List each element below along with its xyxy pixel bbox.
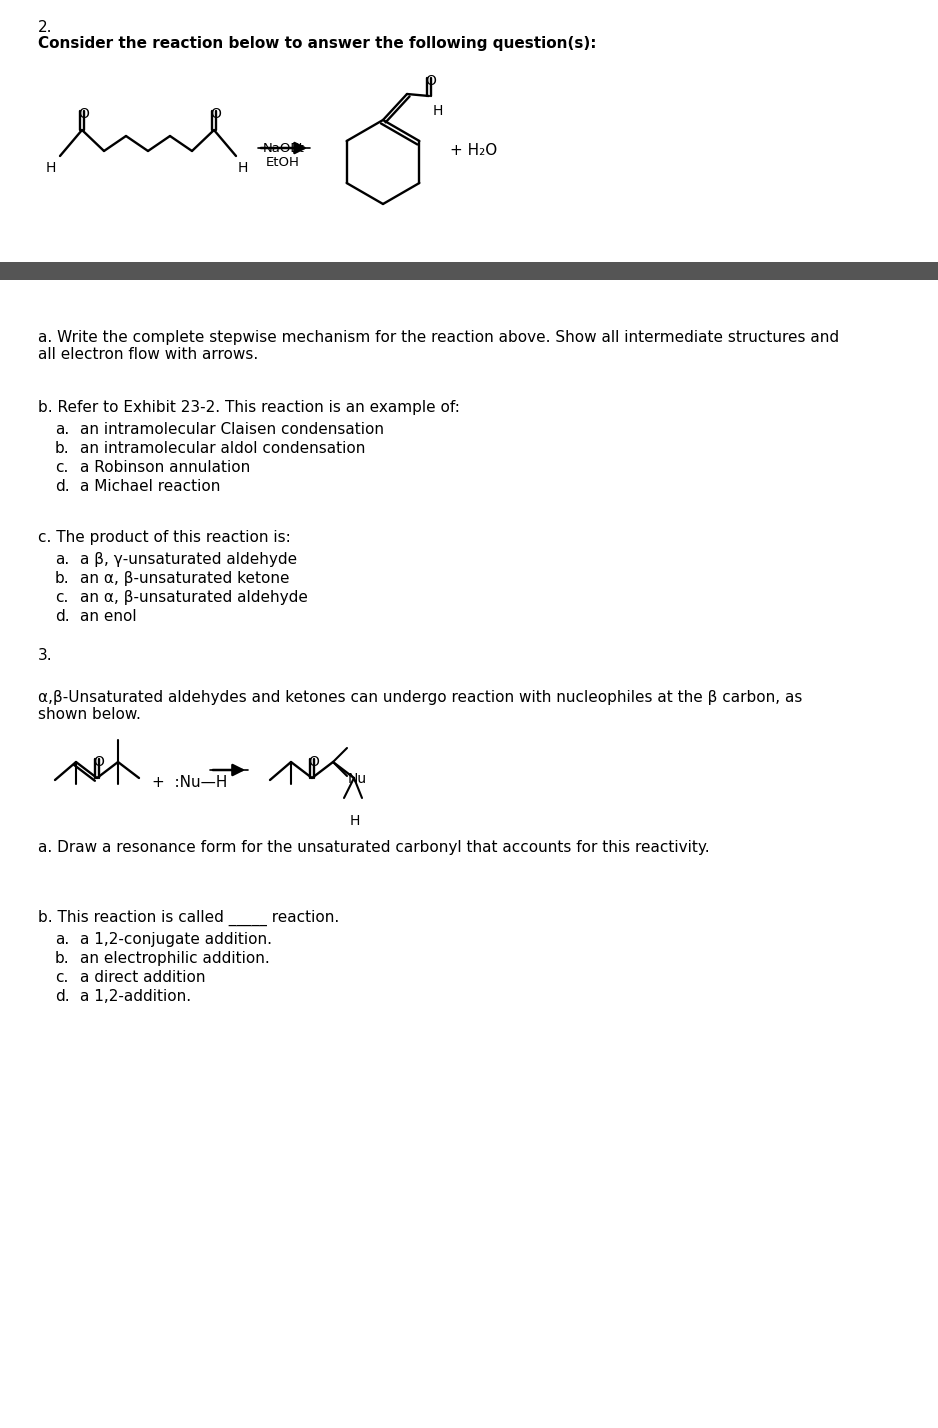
Text: O: O: [210, 107, 220, 121]
Text: O: O: [78, 107, 89, 121]
Text: H: H: [350, 814, 360, 828]
Text: b.: b.: [55, 441, 69, 456]
Text: c.: c.: [55, 970, 68, 985]
Text: O: O: [308, 755, 319, 770]
Text: an intramolecular Claisen condensation: an intramolecular Claisen condensation: [80, 423, 384, 437]
Text: b.: b.: [55, 571, 69, 585]
Text: b. Refer to Exhibit 23-2. This reaction is an example of:: b. Refer to Exhibit 23-2. This reaction …: [38, 400, 460, 416]
Text: +  :Nu—H: + :Nu—H: [152, 775, 227, 790]
Text: an α, β-unsaturated aldehyde: an α, β-unsaturated aldehyde: [80, 590, 308, 605]
Text: H: H: [46, 161, 56, 176]
Text: a direct addition: a direct addition: [80, 970, 205, 985]
Text: α,β-Unsaturated aldehydes and ketones can undergo reaction with nucleophiles at : α,β-Unsaturated aldehydes and ketones ca…: [38, 690, 802, 723]
Text: Consider the reaction below to answer the following question(s):: Consider the reaction below to answer th…: [38, 36, 597, 51]
Text: d.: d.: [55, 608, 69, 624]
Text: a β, γ-unsaturated aldehyde: a β, γ-unsaturated aldehyde: [80, 553, 297, 567]
Text: NaOEt: NaOEt: [263, 141, 305, 156]
Text: c.: c.: [55, 590, 68, 605]
Text: c. The product of this reaction is:: c. The product of this reaction is:: [38, 530, 291, 545]
Text: O: O: [93, 755, 104, 770]
Text: b.: b.: [55, 951, 69, 965]
Text: an enol: an enol: [80, 608, 137, 624]
Text: b. This reaction is called _____ reaction.: b. This reaction is called _____ reactio…: [38, 910, 340, 927]
Text: a. Draw a resonance form for the unsaturated carbonyl that accounts for this rea: a. Draw a resonance form for the unsatur…: [38, 840, 710, 855]
Text: Nu: Nu: [348, 773, 367, 785]
Text: d.: d.: [55, 990, 69, 1004]
Text: + H₂O: + H₂O: [450, 143, 497, 159]
Text: an intramolecular aldol condensation: an intramolecular aldol condensation: [80, 441, 366, 456]
Text: a Michael reaction: a Michael reaction: [80, 478, 220, 494]
Text: a.: a.: [55, 423, 69, 437]
Text: c.: c.: [55, 460, 68, 476]
Text: a 1,2-conjugate addition.: a 1,2-conjugate addition.: [80, 932, 272, 947]
Text: H: H: [238, 161, 249, 176]
Text: a. Write the complete stepwise mechanism for the reaction above. Show all interm: a. Write the complete stepwise mechanism…: [38, 330, 840, 363]
Text: H: H: [433, 104, 444, 119]
Text: an α, β-unsaturated ketone: an α, β-unsaturated ketone: [80, 571, 290, 585]
Text: a.: a.: [55, 932, 69, 947]
Text: 2.: 2.: [38, 20, 53, 36]
Text: a 1,2-addition.: a 1,2-addition.: [80, 990, 191, 1004]
Text: d.: d.: [55, 478, 69, 494]
Text: EtOH: EtOH: [266, 156, 300, 169]
Text: a Robinson annulation: a Robinson annulation: [80, 460, 250, 476]
Text: O: O: [425, 74, 436, 89]
Bar: [0, 261, 938, 280]
Text: a.: a.: [55, 553, 69, 567]
Text: 3.: 3.: [38, 648, 53, 663]
Text: an electrophilic addition.: an electrophilic addition.: [80, 951, 270, 965]
